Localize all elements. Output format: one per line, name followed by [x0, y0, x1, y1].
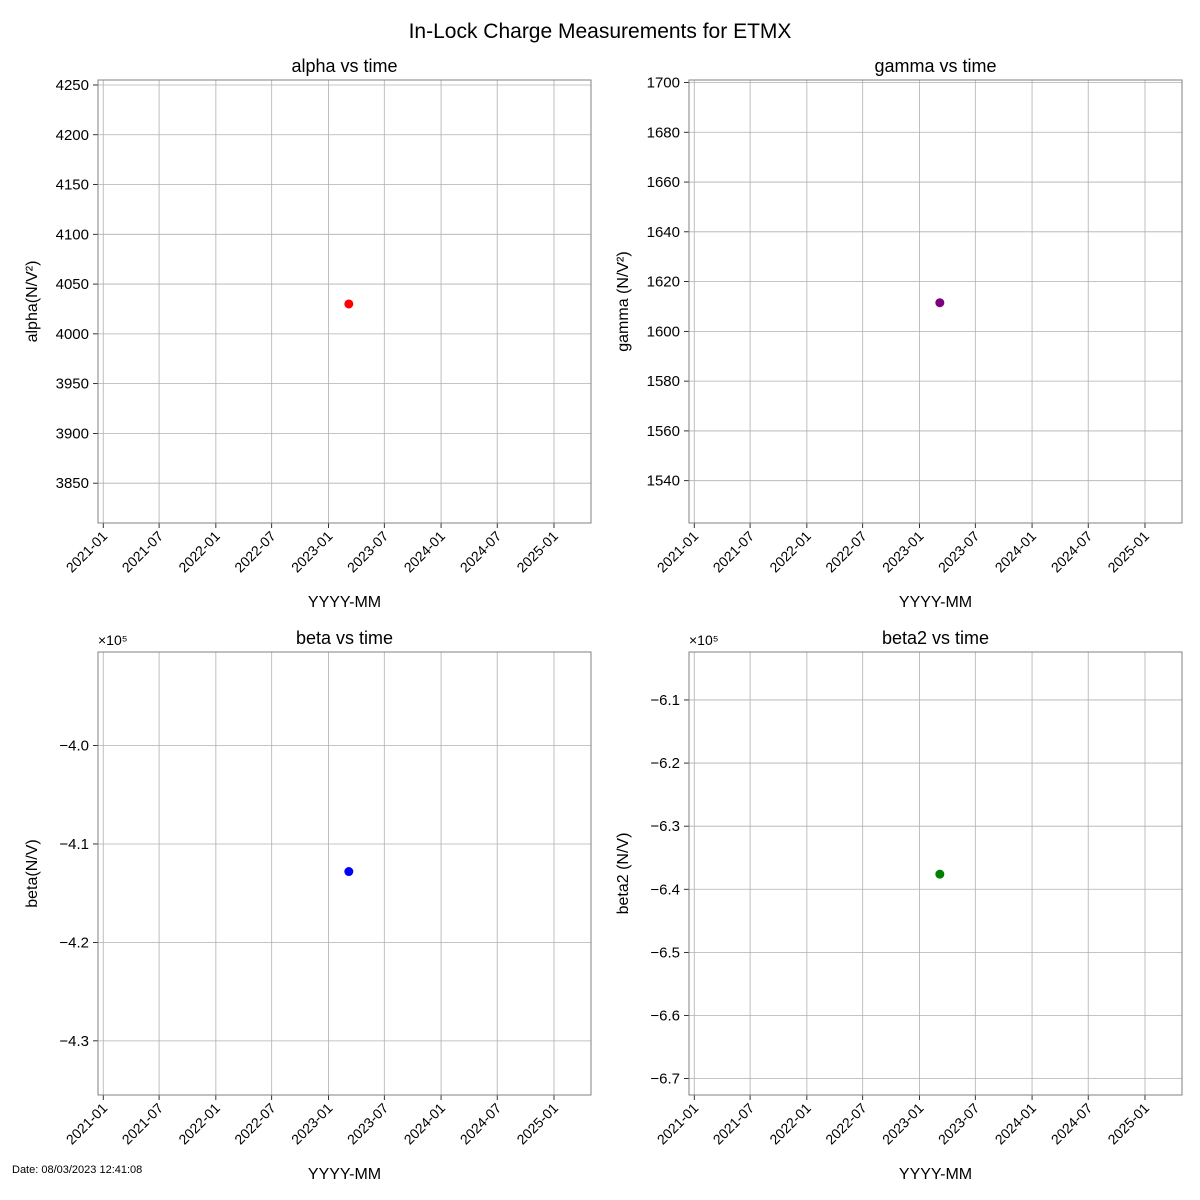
y-tick-label: −4.3	[59, 1033, 89, 1050]
y-tick-label: −6.1	[650, 692, 680, 709]
y-axis-label: beta2 (N/V)	[615, 833, 632, 915]
x-tick-label: 2021-07	[710, 528, 758, 576]
x-tick-label: 2022-01	[175, 1100, 223, 1148]
subplot-title: alpha vs time	[291, 56, 397, 76]
y-tick-label: 3950	[56, 376, 89, 393]
data-point	[344, 867, 354, 877]
y-tick-label: 1640	[647, 224, 680, 241]
y-axis-label: gamma (N/V²)	[615, 251, 632, 351]
x-tick-label: 2025-01	[513, 528, 561, 576]
axes-frame	[688, 79, 1183, 524]
y-tick-label: 1580	[647, 373, 680, 390]
x-tick-label: 2024-07	[457, 1100, 505, 1148]
y-axis-label: beta(N/V)	[24, 839, 41, 907]
data-point	[935, 869, 945, 879]
x-tick-label: 2022-07	[822, 528, 870, 576]
data-point	[935, 298, 945, 308]
y-tick-label: 1600	[647, 323, 680, 340]
y-tick-label: −6.3	[650, 818, 680, 835]
y-tick-label: 1620	[647, 274, 680, 291]
x-tick-label: 2022-01	[175, 528, 223, 576]
x-tick-label: 2022-07	[231, 528, 279, 576]
x-tick-label: 2025-01	[1104, 1100, 1152, 1148]
y-scale-label: ×10⁵	[689, 632, 719, 648]
axes-frame	[97, 651, 592, 1096]
y-scale-label: ×10⁵	[98, 632, 128, 648]
x-axis-label: YYYY-MM	[899, 594, 972, 611]
subplot-title: beta vs time	[296, 628, 393, 648]
y-tick-label: 4000	[56, 326, 89, 343]
x-tick-label: 2024-01	[401, 528, 449, 576]
x-tick-label: 2024-07	[1048, 528, 1096, 576]
y-tick-label: 1560	[647, 423, 680, 440]
x-tick-label: 2024-01	[401, 1100, 449, 1148]
x-tick-label: 2023-07	[344, 1100, 392, 1148]
y-tick-label: 1660	[647, 174, 680, 191]
x-tick-label: 2021-07	[119, 1100, 167, 1148]
y-tick-label: 4200	[56, 127, 89, 144]
y-tick-label: −6.2	[650, 755, 680, 772]
x-tick-label: 2023-07	[935, 528, 983, 576]
x-tick-label: 2022-01	[766, 1100, 814, 1148]
y-tick-label: −6.4	[650, 881, 680, 898]
x-tick-label: 2023-01	[288, 528, 336, 576]
data-point	[344, 299, 354, 309]
axes-frame	[97, 79, 592, 524]
y-tick-label: 1700	[647, 74, 680, 91]
x-tick-label: 2023-01	[879, 1100, 927, 1148]
x-tick-label: 2022-07	[231, 1100, 279, 1148]
x-tick-label: 2021-01	[63, 1100, 111, 1148]
x-axis-label: YYYY-MM	[308, 594, 381, 611]
y-tick-label: −4.0	[59, 738, 89, 755]
y-tick-label: 4050	[56, 276, 89, 293]
y-tick-label: 3850	[56, 475, 89, 492]
y-tick-label: 4250	[56, 77, 89, 94]
y-axis-label: alpha(N/V²)	[24, 261, 41, 343]
x-tick-label: 2023-07	[935, 1100, 983, 1148]
y-tick-label: −4.2	[59, 934, 89, 951]
y-tick-label: 3900	[56, 425, 89, 442]
x-tick-label: 2021-01	[63, 528, 111, 576]
x-tick-label: 2023-01	[879, 528, 927, 576]
x-tick-label: 2021-07	[710, 1100, 758, 1148]
y-tick-label: 1540	[647, 473, 680, 490]
x-tick-label: 2022-01	[766, 528, 814, 576]
subplot-title: beta2 vs time	[882, 628, 989, 648]
x-tick-label: 2025-01	[1104, 528, 1152, 576]
y-tick-label: −6.6	[650, 1007, 680, 1024]
x-tick-label: 2022-07	[822, 1100, 870, 1148]
x-tick-label: 2021-01	[654, 1100, 702, 1148]
x-tick-label: 2024-07	[1048, 1100, 1096, 1148]
y-tick-label: 4100	[56, 226, 89, 243]
x-axis-label: YYYY-MM	[899, 1166, 972, 1183]
y-tick-label: 4150	[56, 177, 89, 194]
y-tick-label: −4.1	[59, 836, 89, 853]
figure-title: In-Lock Charge Measurements for ETMX	[408, 20, 792, 43]
date-stamp: Date: 08/03/2023 12:41:08	[12, 1164, 143, 1176]
x-tick-label: 2024-01	[992, 1100, 1040, 1148]
x-tick-label: 2021-07	[119, 528, 167, 576]
subplot-title: gamma vs time	[874, 56, 996, 76]
y-tick-label: 1680	[647, 124, 680, 141]
x-tick-label: 2024-01	[992, 528, 1040, 576]
axes-frame	[688, 651, 1183, 1096]
y-tick-label: −6.7	[650, 1071, 680, 1088]
y-tick-label: −6.5	[650, 944, 680, 961]
x-tick-label: 2024-07	[457, 528, 505, 576]
x-tick-label: 2023-01	[288, 1100, 336, 1148]
x-tick-label: 2025-01	[513, 1100, 561, 1148]
x-tick-label: 2021-01	[654, 528, 702, 576]
x-tick-label: 2023-07	[344, 528, 392, 576]
x-axis-label: YYYY-MM	[308, 1166, 381, 1183]
